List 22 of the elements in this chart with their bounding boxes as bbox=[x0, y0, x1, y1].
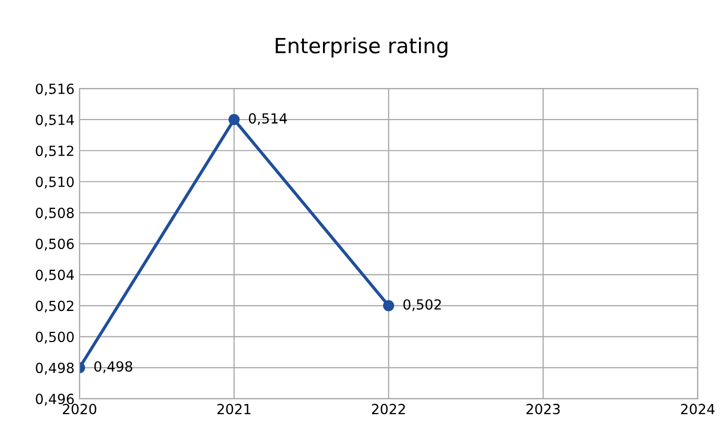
x-tick-label: 2023 bbox=[526, 404, 560, 414]
y-tick-label: 0,502 bbox=[36, 300, 74, 313]
x-tick-label: 2020 bbox=[62, 404, 96, 414]
point bbox=[228, 114, 240, 126]
y-tick-label: 0,496 bbox=[36, 394, 74, 406]
y-tick-label: 0,500 bbox=[36, 332, 74, 344]
y-tick-label: 0,510 bbox=[36, 176, 74, 189]
chart-title: Enterprise rating bbox=[276, 37, 448, 58]
y-tick-label: 0,506 bbox=[36, 238, 74, 251]
data-label: 0,498 bbox=[94, 361, 132, 374]
x-tick-label: 2021 bbox=[217, 404, 250, 414]
data-label: 0,514 bbox=[248, 113, 287, 126]
y-tick-label: 0,504 bbox=[36, 270, 74, 282]
x-tick-label: 2022 bbox=[372, 404, 405, 414]
point bbox=[383, 300, 394, 312]
y-tick-label: 0,514 bbox=[36, 114, 74, 126]
y-tick-label: 0,516 bbox=[36, 84, 74, 96]
x-tick-label: 2024 bbox=[681, 404, 715, 414]
y-tick-label: 0,508 bbox=[36, 208, 74, 220]
y-tick-label: 0,512 bbox=[36, 146, 74, 158]
y-tick-label: 0,498 bbox=[36, 362, 74, 375]
data-label: 0,502 bbox=[403, 299, 441, 312]
